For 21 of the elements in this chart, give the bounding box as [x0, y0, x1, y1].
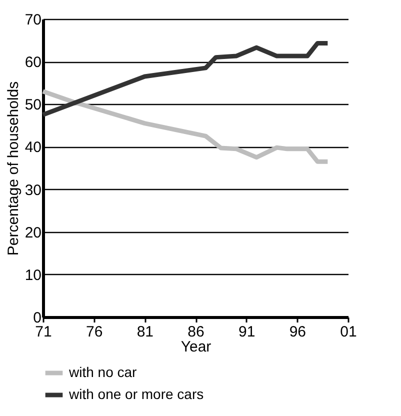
y-tick-label: 70: [24, 12, 42, 28]
x-tick-label: 81: [136, 324, 154, 340]
y-tick-label: 0: [33, 310, 42, 326]
y-tick-label: 10: [24, 266, 42, 284]
y-tick-label: 30: [24, 182, 42, 199]
line-series: [40, 89, 330, 164]
legend-label: with one or more cars: [68, 386, 204, 402]
y-tick-label: 40: [24, 139, 42, 156]
line-series: [40, 41, 330, 118]
x-tick-label: 91: [238, 324, 256, 340]
legend-label: with no car: [68, 364, 138, 380]
y-tick-label: 60: [24, 54, 42, 72]
x-axis-title: Year: [180, 338, 212, 356]
x-tick-label: 86: [188, 324, 204, 340]
y-tick-label: 20: [24, 224, 42, 242]
y-axis-title: Percentage of households: [4, 81, 22, 256]
y-tick-label: 50: [24, 96, 42, 114]
x-tick-label: 76: [86, 324, 103, 340]
x-tick-label: 01: [340, 324, 357, 340]
x-tick-label: 96: [289, 324, 306, 340]
x-tick-label: 71: [35, 324, 52, 340]
